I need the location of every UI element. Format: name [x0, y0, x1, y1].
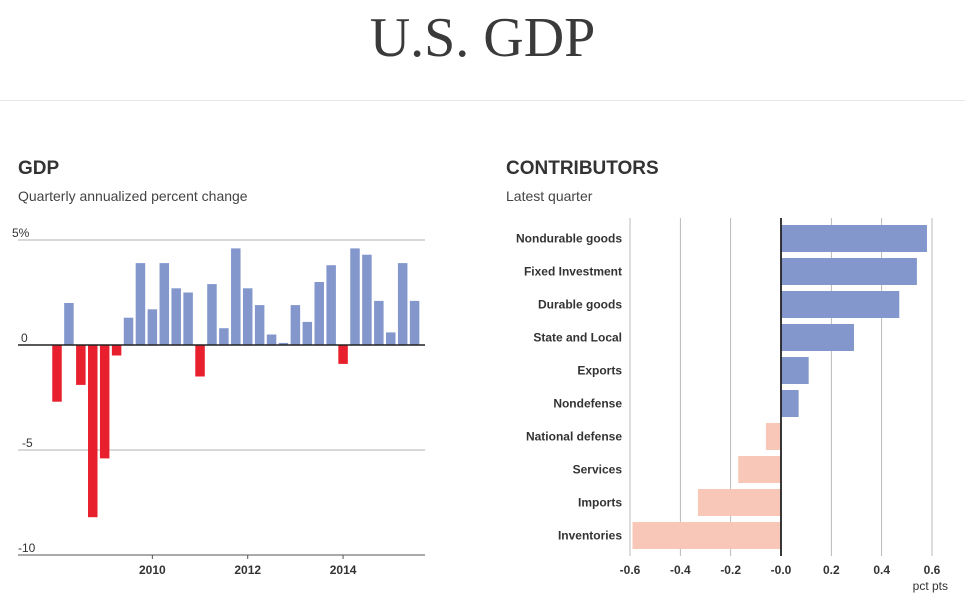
gdp-x-tick-label: 2014	[330, 563, 357, 577]
contrib-x-tick-label: -0.2	[720, 563, 741, 577]
gdp-bar	[302, 321, 313, 345]
gdp-bar	[52, 345, 62, 402]
gdp-bar	[409, 300, 420, 345]
gdp-bar	[88, 345, 98, 518]
contrib-category-label: Durable goods	[538, 298, 622, 312]
contrib-x-tick-label: 0.6	[924, 563, 941, 577]
gdp-bar	[290, 305, 301, 345]
gdp-bar	[183, 292, 193, 345]
gdp-bar	[99, 345, 110, 459]
gdp-bar	[111, 345, 122, 356]
contributors-chart-title: CONTRIBUTORS	[506, 158, 659, 179]
gdp-bar	[254, 305, 265, 345]
gdp-bar	[219, 328, 229, 345]
contrib-bar	[781, 225, 927, 252]
contrib-bar	[632, 522, 781, 549]
contrib-category-label: Nondurable goods	[516, 232, 622, 246]
gdp-y-tick-label: -10	[18, 541, 36, 555]
gdp-bar	[338, 345, 348, 364]
contributors-chart-subtitle: Latest quarter	[506, 188, 593, 204]
gdp-bar	[386, 332, 396, 345]
contrib-bar	[765, 423, 781, 450]
contrib-x-tick-label: -0.6	[620, 563, 641, 577]
gdp-bar	[350, 248, 360, 345]
gdp-bar	[326, 265, 336, 345]
gdp-bar	[64, 303, 74, 345]
contrib-bar	[781, 357, 809, 384]
gdp-bar	[135, 263, 146, 345]
gdp-bar	[76, 345, 86, 385]
gdp-x-tick-label: 2010	[139, 563, 166, 577]
contrib-category-label: Nondefense	[553, 397, 622, 411]
gdp-y-tick-label: -5	[22, 436, 33, 450]
contrib-bar	[781, 258, 917, 285]
contrib-x-tick-label: -0.0	[771, 563, 792, 577]
gdp-y-tick-label: 5%	[12, 226, 30, 240]
page-title: U.S. GDP	[369, 7, 596, 69]
contrib-category-label: Imports	[578, 496, 622, 510]
gdp-bar	[123, 317, 134, 345]
gdp-y-tick-label: 0	[21, 331, 28, 345]
gdp-bar	[266, 334, 277, 345]
contrib-bar	[738, 456, 781, 483]
contrib-bar	[781, 390, 799, 417]
contributors-chart: -0.6 -0.4 -0.2 -0.0 0.2 0.4 0.6 Nondurable good…	[516, 218, 948, 593]
contrib-x-tick-label: -0.4	[670, 563, 691, 577]
gdp-bar	[362, 254, 372, 345]
gdp-bar	[147, 309, 158, 345]
contrib-bar	[697, 489, 781, 516]
contrib-x-tick-label: 0.2	[823, 563, 840, 577]
title-divider	[0, 100, 965, 101]
gdp-bar	[374, 300, 384, 345]
contrib-x-axis-label: pct pts	[913, 579, 948, 593]
contrib-category-label: State and Local	[533, 331, 622, 345]
gdp-bar	[314, 282, 324, 345]
contrib-category-label: National defense	[526, 430, 622, 444]
gdp-bar	[397, 263, 408, 345]
gdp-x-tick-label: 2012	[234, 563, 261, 577]
contrib-category-label: Inventories	[558, 529, 622, 543]
gdp-bar	[171, 288, 181, 345]
gdp-chart-title: GDP	[18, 158, 60, 179]
gdp-bar	[159, 263, 170, 345]
contrib-x-tick-label: 0.4	[873, 563, 890, 577]
gdp-chart-subtitle: Quarterly annualized percent change	[18, 188, 248, 204]
contrib-bar	[781, 291, 900, 318]
contrib-bar	[781, 324, 854, 351]
gdp-bar	[195, 345, 205, 377]
contrib-category-label: Fixed Investment	[524, 265, 622, 279]
contrib-category-label: Exports	[577, 364, 622, 378]
gdp-bar	[242, 288, 253, 345]
gdp-chart: 5% 0 -5 -10 2010 2012 2014	[12, 226, 425, 577]
contrib-category-label: Services	[573, 463, 623, 477]
gdp-bar	[231, 248, 241, 345]
gdp-bar	[278, 342, 289, 345]
gdp-bar	[207, 284, 217, 345]
